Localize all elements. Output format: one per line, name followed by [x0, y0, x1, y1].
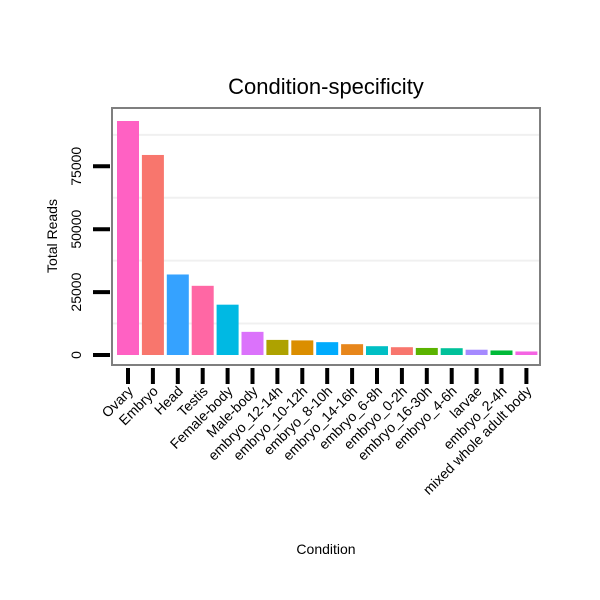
bar — [490, 350, 513, 355]
bar — [415, 347, 438, 355]
x-axis-title: Condition — [296, 541, 355, 557]
bars-layer — [117, 121, 538, 355]
bar — [166, 274, 189, 355]
bar — [515, 351, 538, 355]
chart-title: Condition-specificity — [228, 74, 424, 99]
bar — [366, 346, 388, 355]
y-axis: 0 25000 50000 75000 — [68, 147, 110, 359]
y-axis-title: Total Reads — [44, 199, 60, 273]
bar — [440, 348, 463, 355]
bar — [117, 121, 139, 355]
bar — [341, 344, 364, 355]
bar — [266, 339, 289, 355]
x-axis: OvaryEmbryoHeadTestisFemale-bodyMale-bod… — [98, 368, 535, 498]
bar — [141, 154, 164, 355]
y-tick-label: 50000 — [68, 210, 84, 249]
bar — [465, 349, 488, 355]
bar — [291, 340, 314, 355]
y-tick-label: 75000 — [68, 147, 84, 186]
bar — [216, 304, 239, 355]
y-tick-label: 0 — [68, 351, 84, 359]
plot-frame — [111, 107, 541, 366]
y-tick-label: 25000 — [68, 272, 84, 311]
bar — [241, 331, 264, 355]
grid-layer — [113, 133, 539, 325]
bar — [316, 342, 339, 355]
bar — [390, 347, 413, 355]
bar — [191, 285, 214, 355]
